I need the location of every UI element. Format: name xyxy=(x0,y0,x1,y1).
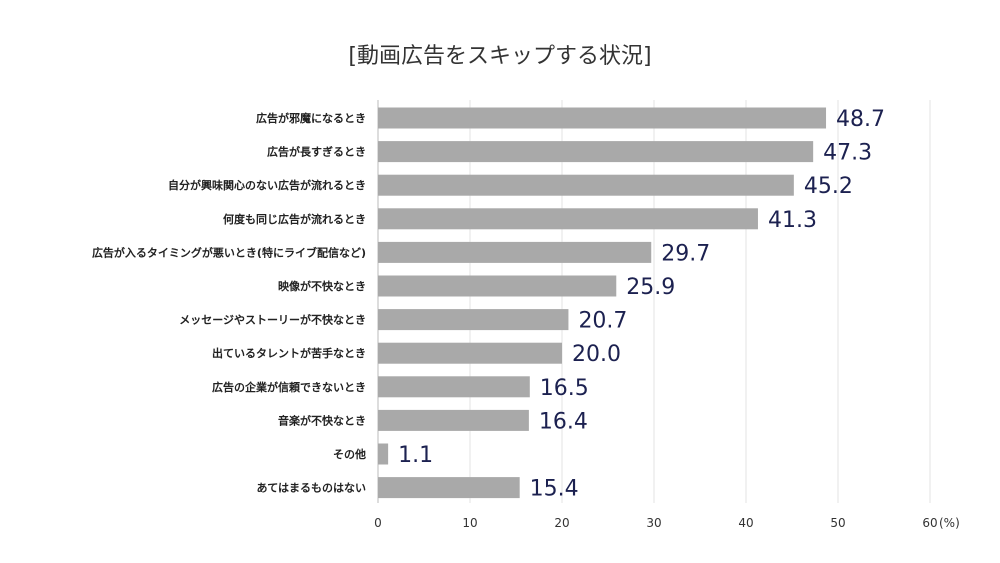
x-axis-ticks: 0 10 20 30 40 50 60 (%) xyxy=(374,516,960,530)
value-label: 20.0 xyxy=(572,342,621,367)
x-tick-label: 0 xyxy=(374,516,382,530)
bar xyxy=(378,141,814,163)
value-label: 16.5 xyxy=(540,376,589,401)
value-label: 29.7 xyxy=(661,241,710,266)
bar xyxy=(378,376,530,398)
x-tick-label: 60 xyxy=(922,516,937,530)
value-label: 41.3 xyxy=(768,208,817,233)
category-label: 映像が不快なとき xyxy=(278,279,366,293)
grid-lines xyxy=(377,100,931,503)
x-tick-label: 10 xyxy=(462,516,477,530)
category-label: 自分が興味関心のない広告が流れるとき xyxy=(168,178,366,192)
bar xyxy=(378,342,562,364)
category-label: 広告の企業が信頼できないとき xyxy=(212,380,366,394)
value-labels: 48.7 47.3 45.2 41.3 29.7 25.9 20.7 20.0 16.5 16.4… xyxy=(398,107,885,502)
x-tick-label: 50 xyxy=(830,516,845,530)
category-label: 音楽が不快なとき xyxy=(278,413,366,427)
category-label: 広告が長すぎるとき xyxy=(267,145,366,159)
x-unit-label: (%) xyxy=(939,516,960,530)
bar xyxy=(378,174,794,196)
bar xyxy=(378,275,617,297)
x-tick-label: 40 xyxy=(738,516,753,530)
category-label: 出ているタレントが苦手なとき xyxy=(212,346,366,360)
category-label: 何度も同じ広告が流れるとき xyxy=(223,212,366,226)
value-label: 47.3 xyxy=(823,141,872,166)
category-label: その他 xyxy=(333,447,366,461)
bar xyxy=(378,309,569,331)
category-label: 広告が邪魔になるとき xyxy=(256,111,366,125)
bar xyxy=(378,241,652,263)
value-label: 1.1 xyxy=(398,443,433,468)
x-tick-label: 20 xyxy=(554,516,569,530)
value-label: 16.4 xyxy=(539,409,588,434)
category-label: メッセージやストーリーが不快なとき xyxy=(179,313,366,327)
value-label: 45.2 xyxy=(804,174,853,199)
value-label: 25.9 xyxy=(626,275,675,300)
value-label: 48.7 xyxy=(836,107,885,132)
bar xyxy=(378,107,827,129)
value-label: 20.7 xyxy=(578,309,627,334)
category-label: 広告が入るタイミングが悪いとき(特にライブ配信など) xyxy=(92,245,366,259)
bar xyxy=(378,443,389,465)
chart-title: [動画広告をスキップする状況] xyxy=(348,44,652,69)
x-tick-label: 30 xyxy=(646,516,661,530)
category-label: あてはまるものはない xyxy=(256,482,366,495)
value-label: 15.4 xyxy=(530,477,579,502)
bar xyxy=(378,409,529,431)
category-labels: 広告が邪魔になるとき広告が長すぎるとき自分が興味関心のない広告が流れるとき何度も… xyxy=(92,111,366,495)
bars xyxy=(378,107,827,499)
bar xyxy=(378,477,520,499)
bar xyxy=(378,208,758,230)
